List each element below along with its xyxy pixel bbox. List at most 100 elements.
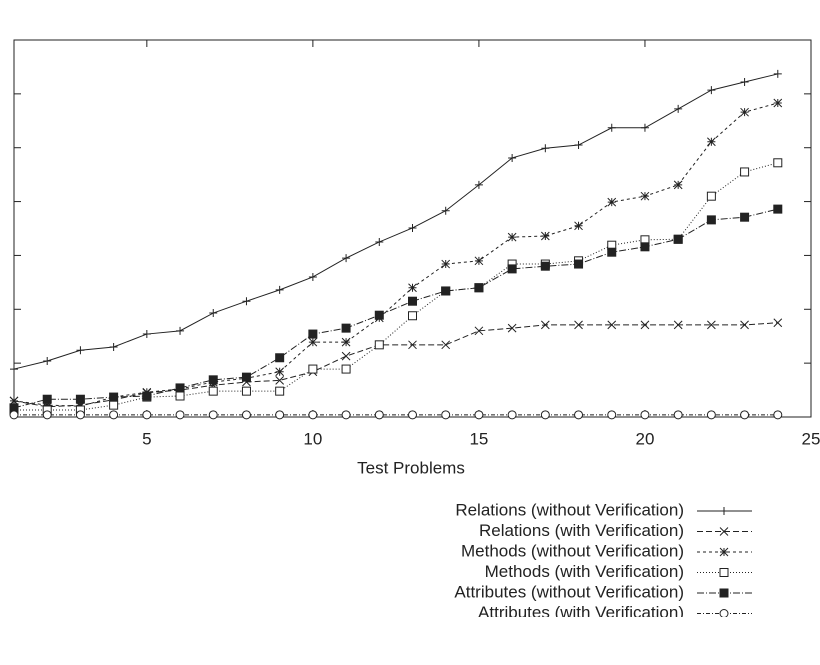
marker [374,340,384,350]
marker [208,386,218,396]
marker [640,123,649,132]
marker [241,386,251,396]
marker [275,376,285,385]
marker [574,320,583,330]
marker [408,283,417,293]
marker [441,340,451,350]
legend-label: Attributes (without Verification) [454,582,684,601]
marker [574,259,584,269]
marker [507,410,517,420]
marker [308,410,318,420]
marker [740,167,750,177]
marker [773,410,783,420]
legend-label: Relations (without Verification) [455,500,684,519]
x-tick-label: 10 [303,429,322,448]
marker [175,383,185,393]
marker [507,232,517,242]
marker [408,296,417,306]
series-line [13,73,778,370]
series-line [13,102,778,407]
marker [507,323,517,333]
marker [541,144,550,153]
marker [607,197,617,207]
marker [540,231,550,241]
marker [76,346,85,355]
marker [441,286,451,296]
marker [9,396,19,406]
marker [607,247,617,257]
marker [673,320,683,330]
marker [374,310,384,320]
marker [740,212,750,222]
marker [374,410,384,420]
x-tick-label: 20 [635,429,654,448]
legend: Relations (without Verification) Relation… [454,500,752,622]
marker [42,394,52,404]
marker [740,320,749,330]
marker [176,326,185,335]
marker [740,78,749,87]
marker [640,320,650,330]
legend-marker [719,588,729,598]
marker [275,353,285,363]
marker [109,400,119,410]
marker [275,285,284,294]
marker [607,410,617,420]
marker [706,215,716,225]
marker [42,400,52,410]
marker [142,410,152,420]
marker [740,410,750,420]
marker [408,410,417,420]
marker [308,364,318,374]
marker [640,410,650,420]
marker [474,410,484,420]
marker [707,137,716,147]
marker [308,272,317,281]
marker [474,256,484,266]
marker [607,123,616,132]
marker [208,375,218,385]
x-axis-label: Test Problems [357,458,465,477]
series-line [13,322,778,408]
series-line [14,162,778,411]
legend-label: Methods (without Verification) [461,541,684,560]
marker [674,104,683,113]
marker [773,204,783,214]
marker [75,410,85,420]
marker [540,320,550,330]
marker [441,259,451,269]
legend-label: Methods (with Verification) [485,562,684,581]
marker [773,318,783,328]
marker [341,351,351,361]
marker [474,283,484,293]
marker [109,342,118,351]
marker [640,191,650,201]
x-tick-label: 15 [469,429,488,448]
marker [474,180,483,189]
marker [507,264,517,274]
marker [242,297,251,306]
marker [275,367,285,377]
legend-marker [720,507,728,515]
marker [42,410,52,420]
marker [109,410,119,420]
series-line [13,208,778,409]
marker [706,191,716,201]
marker [673,180,683,190]
legend-label: Relations (with Verification) [479,521,684,540]
marker [10,365,18,374]
marker [740,107,749,117]
marker [341,410,351,420]
marker [308,329,318,339]
marker [574,221,583,231]
marker [375,237,384,246]
marker [408,223,417,232]
marker [75,394,85,404]
marker [175,410,185,420]
marker [341,364,351,374]
marker [540,410,550,420]
legend-label: Attributes (with Verification) [478,603,684,622]
marker [474,326,484,336]
marker [175,391,185,401]
